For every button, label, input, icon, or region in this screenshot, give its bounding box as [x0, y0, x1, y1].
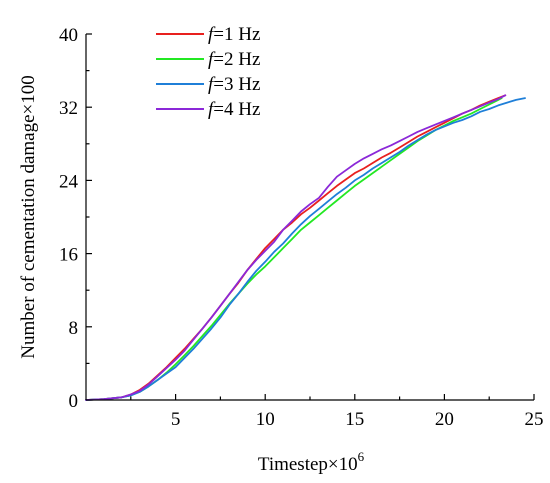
- series-layer: [85, 94, 526, 401]
- y-tick-label: 16: [59, 245, 78, 266]
- x-axis-label-exponent: 6: [358, 449, 365, 464]
- legend-label-1: f=1 Hz: [208, 24, 260, 45]
- legend-label-3: f=3 Hz: [208, 74, 260, 95]
- legend: f=1 Hz f=2 Hz f=3 Hz f=4 Hz: [156, 24, 260, 120]
- y-tick-label: 8: [69, 318, 79, 339]
- x-tick-label: 15: [345, 409, 364, 430]
- legend-label-4: f=4 Hz: [208, 99, 260, 120]
- x-tick-label: 20: [435, 409, 454, 430]
- series-line-4: [85, 94, 507, 401]
- x-axis-label-text: Timestep×10: [258, 454, 358, 475]
- y-axis-label: Number of cementation damage×100: [18, 75, 39, 358]
- x-tick-label: 10: [256, 409, 275, 430]
- y-tick-label: 40: [59, 25, 78, 46]
- y-tick-label: 32: [59, 98, 78, 119]
- x-axis-label: Timestep×106: [258, 449, 365, 475]
- series-line-2: [85, 97, 503, 401]
- axes-layer: 5 10 15 20 25 0 8 16 24 32 40: [59, 25, 544, 430]
- series-line-3: [85, 97, 526, 401]
- series-line-1: [85, 94, 507, 401]
- y-tick-label: 24: [59, 171, 79, 192]
- y-tick-label: 0: [69, 391, 79, 412]
- legend-label-2: f=2 Hz: [208, 49, 260, 70]
- x-tick-label: 5: [171, 409, 181, 430]
- x-tick-label: 25: [525, 409, 544, 430]
